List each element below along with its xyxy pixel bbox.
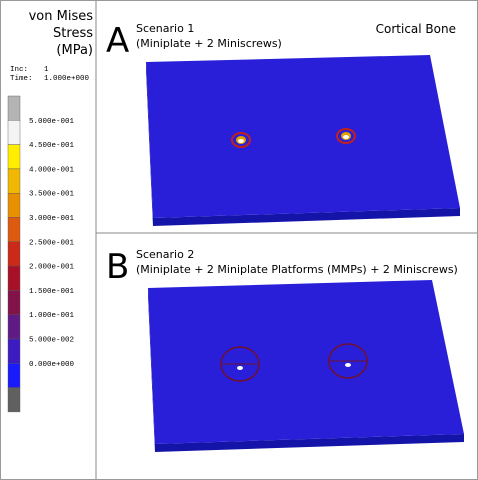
color-swatch	[7, 192, 21, 218]
colorbar: 5.000e-001 4.500e-001 4.000e-001 3.500e-001…	[7, 95, 75, 413]
level-label: 2.000e-001	[29, 264, 75, 272]
legend-title: (MPa)	[56, 43, 93, 58]
color-swatch	[7, 144, 21, 170]
color-swatch	[7, 363, 21, 388]
level-label: 2.500e-001	[29, 239, 75, 247]
level-label: 4.500e-001	[29, 142, 75, 150]
color-swatch	[7, 265, 21, 291]
color-swatch	[7, 290, 21, 315]
legend-title: von Mises	[29, 9, 94, 24]
level-label: 5.000e-002	[29, 337, 74, 345]
color-swatch	[7, 338, 21, 364]
color-swatch	[7, 314, 21, 340]
color-swatch	[7, 168, 21, 194]
plate	[146, 55, 460, 226]
inc: 1	[44, 66, 49, 74]
panel-title: Scenario 1	[136, 22, 194, 35]
color-swatch	[7, 95, 21, 121]
level-label: 0.000e+000	[29, 361, 75, 369]
color-swatch	[7, 120, 21, 145]
color-swatch	[7, 241, 21, 267]
color-swatch	[7, 387, 21, 413]
panel-subtitle: (Miniplate + 2 Miniplate Platforms (MMPs…	[136, 263, 458, 276]
level-label: 5.000e-001	[29, 118, 75, 126]
level-label: 3.000e-001	[29, 215, 75, 223]
color-swatch	[7, 217, 21, 242]
time: 1.000e+000	[44, 75, 90, 83]
panel-letter: A	[106, 21, 129, 61]
level-label: 3.500e-001	[29, 191, 75, 199]
level-label: 1.000e-001	[29, 312, 75, 320]
panel-letter: B	[106, 247, 129, 287]
panel-title: Scenario 2	[136, 248, 194, 261]
material: Cortical Bone	[376, 22, 456, 36]
panel-subtitle: (Miniplate + 2 Miniscrews)	[136, 37, 282, 50]
level-label: 1.500e-001	[29, 288, 75, 296]
time-label: Time:	[10, 75, 33, 83]
legend-title: Stress	[53, 26, 93, 41]
level-label: 4.000e-001	[29, 166, 75, 174]
plate	[148, 280, 464, 452]
inc-label: Inc:	[10, 66, 28, 74]
